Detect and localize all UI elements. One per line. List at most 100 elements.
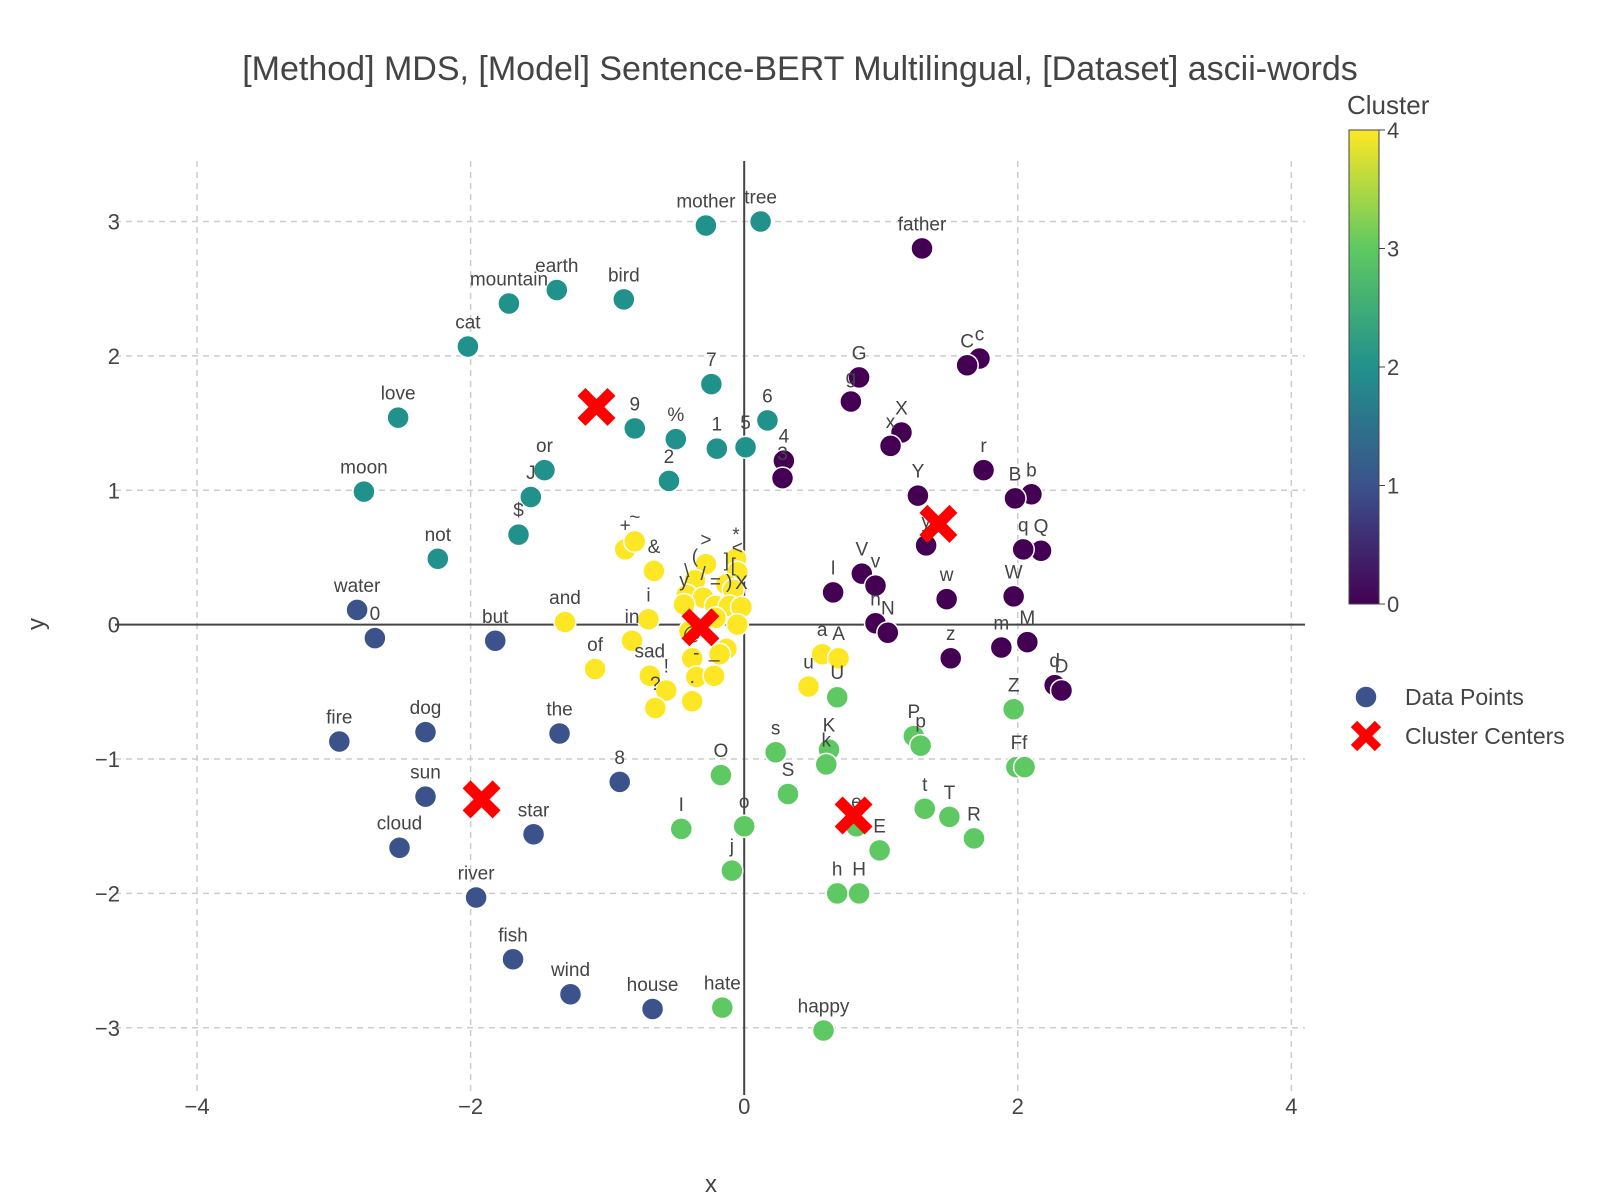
data-point bbox=[814, 752, 839, 777]
colorbar-tick-label: 0 bbox=[1387, 592, 1399, 617]
tick-labels: −4 −2 0 2 4 −3 −2 −1 0 1 2 3 bbox=[95, 209, 1298, 1119]
data-point bbox=[705, 436, 729, 461]
data-point bbox=[847, 365, 871, 390]
data-point bbox=[363, 626, 387, 650]
point-label: G bbox=[852, 343, 867, 364]
point-label: l bbox=[831, 558, 835, 579]
point-label: H bbox=[852, 859, 866, 880]
point-label: cloud bbox=[377, 814, 422, 835]
point-label: x bbox=[886, 412, 896, 433]
data-point bbox=[664, 427, 688, 451]
point-label: j bbox=[729, 837, 734, 858]
data-point bbox=[938, 646, 963, 670]
data-point bbox=[345, 598, 369, 622]
data-point bbox=[669, 817, 694, 841]
data-point bbox=[748, 209, 773, 234]
data-point bbox=[620, 629, 644, 653]
data-point bbox=[710, 995, 735, 1020]
point-label: cat bbox=[455, 312, 481, 333]
point-label: U bbox=[830, 663, 844, 684]
colorbar-ticks: 0 1 2 3 4 bbox=[1379, 118, 1399, 617]
data-point bbox=[989, 635, 1014, 660]
grid bbox=[115, 161, 1305, 1095]
point-label: bird bbox=[608, 265, 640, 286]
point-label: A bbox=[832, 624, 845, 645]
point-label: moon bbox=[340, 458, 388, 479]
point-label: 1 bbox=[712, 415, 723, 436]
data-point bbox=[699, 372, 724, 396]
legend-x-icon bbox=[1350, 720, 1382, 752]
point-label: hate bbox=[704, 974, 741, 995]
point-label: I bbox=[679, 795, 684, 816]
data-point bbox=[642, 559, 666, 583]
point-label: V bbox=[855, 540, 868, 561]
y-tick-label: −2 bbox=[95, 881, 120, 906]
data-point bbox=[1011, 537, 1035, 562]
data-point bbox=[733, 435, 758, 459]
legend-label-data-points: Data Points bbox=[1405, 684, 1524, 710]
point-label: fire bbox=[326, 708, 352, 729]
data-point bbox=[763, 740, 788, 765]
point-label: tree bbox=[744, 187, 777, 208]
data-point bbox=[910, 236, 934, 261]
point-label: water bbox=[333, 576, 381, 597]
data-point bbox=[456, 334, 480, 359]
point-label: mountain bbox=[470, 269, 548, 290]
point-label: S bbox=[782, 760, 795, 781]
data-point bbox=[694, 552, 718, 576]
point-label: ( bbox=[692, 546, 699, 567]
point-label: earth bbox=[535, 256, 578, 277]
point-label: $ bbox=[513, 501, 524, 522]
y-axis-title: y bbox=[23, 618, 50, 630]
data-point bbox=[352, 479, 376, 504]
x-axis-title: x bbox=[705, 1171, 717, 1198]
point-label: u bbox=[803, 652, 814, 673]
data-point bbox=[863, 573, 888, 598]
cluster-centers bbox=[462, 387, 958, 835]
x-tick-label: −4 bbox=[185, 1094, 210, 1119]
point-label: r bbox=[980, 436, 987, 457]
data-point bbox=[545, 278, 569, 302]
data-point bbox=[937, 805, 962, 829]
point-label: 3 bbox=[777, 444, 788, 465]
x-tick-label: 0 bbox=[738, 1094, 750, 1119]
data-point bbox=[876, 620, 900, 645]
point-label: m bbox=[993, 613, 1009, 634]
data-point bbox=[643, 696, 668, 720]
point-label: 7 bbox=[706, 350, 717, 371]
data-point bbox=[878, 434, 903, 458]
point-label: 4 bbox=[779, 427, 790, 448]
point-label: D bbox=[1055, 656, 1069, 677]
legend: Data Points Cluster Centers bbox=[1350, 684, 1565, 752]
point-label: of bbox=[587, 635, 604, 656]
point-label: _ bbox=[708, 642, 720, 663]
data-point bbox=[612, 287, 636, 312]
data-point bbox=[906, 483, 930, 508]
point-label: T bbox=[944, 783, 956, 804]
data-point bbox=[720, 858, 744, 883]
point-label: \ bbox=[684, 561, 690, 582]
data-point bbox=[553, 610, 577, 634]
colorbar-tick-label: 3 bbox=[1387, 237, 1399, 262]
data-point bbox=[826, 646, 851, 670]
point-label: w bbox=[939, 565, 954, 586]
data-point bbox=[821, 580, 845, 605]
point-label: E bbox=[873, 816, 886, 837]
point-label: C bbox=[960, 331, 974, 352]
data-point bbox=[638, 663, 662, 688]
point-label: ? bbox=[650, 674, 661, 695]
cluster-center-marker bbox=[577, 387, 616, 426]
point-label: X bbox=[895, 398, 908, 419]
point-label: dog bbox=[410, 698, 442, 719]
point-label: * bbox=[732, 525, 740, 546]
point-label: h bbox=[832, 859, 843, 880]
data-point bbox=[506, 522, 531, 547]
point-label: P bbox=[907, 702, 920, 723]
data-point bbox=[725, 612, 750, 637]
point-label: t bbox=[922, 775, 928, 796]
y-tick-label: −1 bbox=[95, 747, 120, 772]
point-label: e bbox=[851, 792, 862, 813]
data-point bbox=[1003, 486, 1027, 511]
data-point bbox=[497, 291, 521, 316]
